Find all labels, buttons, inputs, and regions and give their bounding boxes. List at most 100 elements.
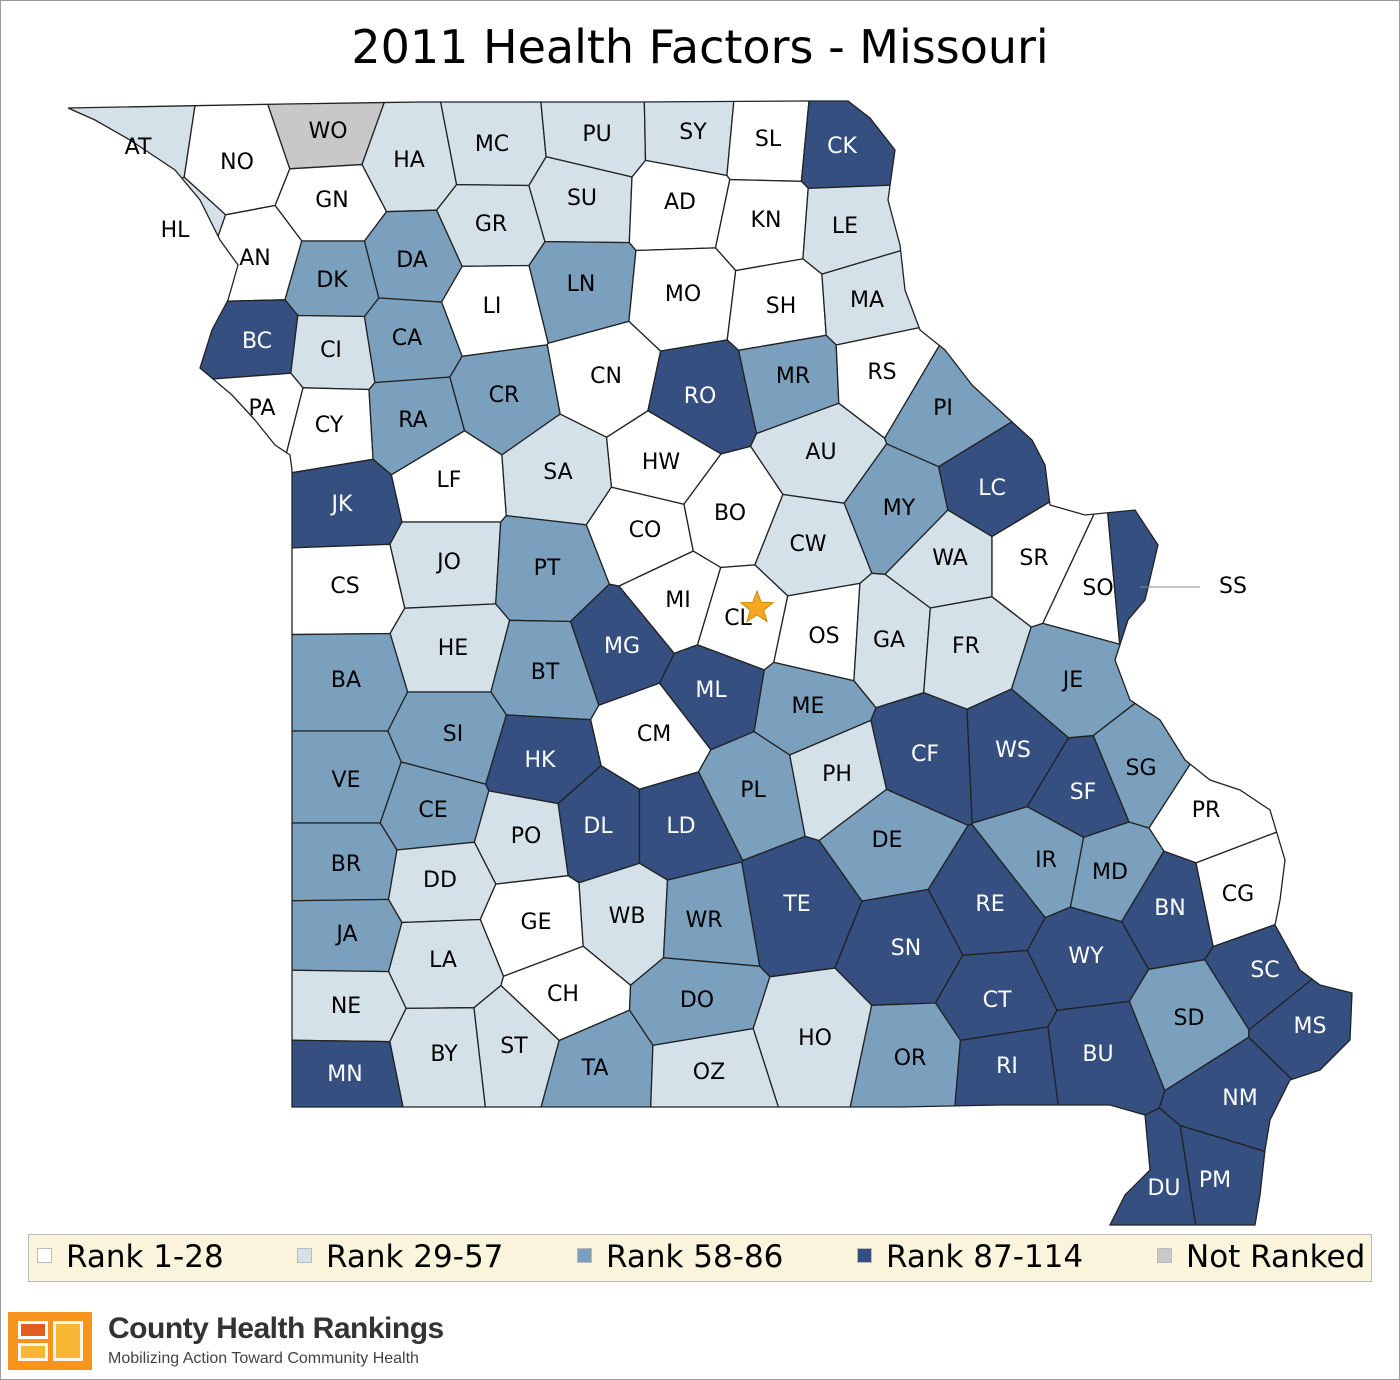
legend-item-rank-87-114: Rank 87-114 (857, 1239, 1083, 1275)
county-mn (68, 1035, 430, 1225)
county-label-wa: WA (932, 546, 968, 571)
brand: County Health Rankings Mobilizing Action… (8, 1310, 608, 1372)
county-label-ss: SS (1219, 574, 1247, 599)
county-label-mg: MG (604, 634, 640, 659)
county-label-re: RE (975, 892, 1004, 917)
legend-swatch (297, 1248, 312, 1263)
legend-item-rank-1-28: Rank 1-28 (37, 1239, 224, 1275)
brand-tagline: Mobilizing Action Toward Community Healt… (108, 1350, 419, 1367)
county-label-ja: JA (334, 922, 357, 947)
county-label-bc: BC (242, 329, 272, 354)
map-title: 2011 Health Factors - Missouri (351, 20, 1049, 74)
legend-swatch (37, 1248, 52, 1263)
brand-name: County Health Rankings (108, 1312, 444, 1345)
legend-swatch (857, 1248, 872, 1263)
county-label-do: DO (680, 988, 714, 1013)
county-label-ta: TA (581, 1056, 609, 1081)
county-label-dd: DD (423, 868, 457, 893)
county-jk (186, 458, 403, 553)
county-label-ve: VE (332, 768, 361, 793)
county-label-wy: WY (1068, 944, 1104, 969)
county-label-pa: PA (249, 396, 276, 421)
legend-item-rank-58-86: Rank 58-86 (577, 1239, 783, 1275)
county-label-ca: CA (392, 326, 422, 351)
legend: Rank 1-28 Rank 29-57 Rank 58-86 Rank 87-… (28, 1234, 1372, 1282)
county-label-cy: CY (315, 413, 344, 438)
county-label-cw: CW (789, 532, 826, 557)
county-label-pi: PI (933, 396, 953, 421)
county-label-po: PO (511, 824, 542, 849)
county-label-au: AU (805, 440, 836, 465)
county-label-ha: HA (393, 148, 425, 173)
county-label-ad: AD (664, 190, 696, 215)
county-label-jo: JO (435, 550, 461, 575)
county-label-gn: GN (315, 188, 349, 213)
county-label-by: BY (430, 1042, 458, 1067)
county-label-cf: CF (911, 742, 939, 767)
capital-star-icon (739, 589, 775, 623)
county-label-ph: PH (822, 762, 852, 787)
county-label-cn: CN (590, 364, 622, 389)
county-label-ir: IR (1035, 848, 1057, 873)
county-label-sg: SG (1125, 756, 1156, 781)
county-label-sh: SH (766, 294, 797, 319)
county-label-lc: LC (978, 476, 1006, 501)
county-label-sr: SR (1019, 546, 1048, 571)
county-label-bt: BT (531, 660, 560, 685)
county-label-sd: SD (1174, 1006, 1205, 1031)
county-label-le: LE (832, 214, 858, 239)
county-label-ck: CK (827, 134, 857, 159)
county-label-os: OS (808, 624, 839, 649)
county-label-ct: CT (983, 988, 1012, 1013)
county-label-at: AT (125, 135, 152, 160)
county-label-he: HE (438, 636, 468, 661)
county-label-si: SI (443, 722, 463, 747)
county-label-ne: NE (331, 994, 361, 1019)
county-hl (68, 176, 227, 409)
county-label-hw: HW (642, 450, 681, 475)
county-label-so: SO (1082, 576, 1113, 601)
county-ck (800, 101, 1352, 189)
county-label-rs: RS (867, 360, 896, 385)
county-label-pu: PU (582, 122, 611, 147)
county-label-co: CO (629, 518, 662, 543)
county-label-jk: JK (330, 492, 353, 517)
county-pi (883, 101, 1352, 468)
county-label-an: AN (239, 246, 271, 271)
county-label-ml: ML (695, 678, 727, 703)
county-label-ci: CI (320, 338, 342, 363)
county-label-li: LI (483, 294, 502, 319)
county-label-sn: SN (891, 936, 921, 961)
county-label-cr: CR (489, 383, 520, 408)
county-label-ms: MS (1294, 1014, 1327, 1039)
legend-label: Rank 87-114 (886, 1239, 1084, 1275)
county-label-lf: LF (437, 468, 462, 493)
legend-label: Rank 58-86 (606, 1239, 784, 1275)
county-label-pt: PT (534, 556, 561, 581)
county-label-du: DU (1147, 1176, 1180, 1201)
county-label-cg: CG (1222, 882, 1254, 907)
legend-label: Rank 1-28 (66, 1239, 224, 1275)
county-health-rankings-logo-icon (8, 1312, 92, 1370)
county-label-gr: GR (475, 212, 507, 237)
county-label-pm: PM (1199, 1168, 1231, 1193)
county-label-ga: GA (873, 628, 905, 653)
county-label-my: MY (883, 496, 916, 521)
county-label-hk: HK (525, 748, 557, 773)
county-label-ld: LD (666, 814, 695, 839)
county-label-md: MD (1092, 860, 1128, 885)
county-label-pr: PR (1192, 798, 1221, 823)
county-label-dl: DL (583, 814, 613, 839)
county-label-de: DE (872, 828, 903, 853)
county-label-da: DA (396, 248, 428, 273)
county-label-sa: SA (543, 460, 572, 485)
county-label-ro: RO (684, 384, 717, 409)
county-label-wb: WB (609, 904, 646, 929)
county-label-cm: CM (637, 722, 671, 747)
county-label-te: TE (782, 892, 810, 917)
legend-swatch (577, 1248, 592, 1263)
county-label-mr: MR (776, 364, 810, 389)
county-pr (1148, 627, 1352, 864)
county-label-sy: SY (679, 120, 707, 145)
county-label-je: JE (1061, 668, 1083, 693)
